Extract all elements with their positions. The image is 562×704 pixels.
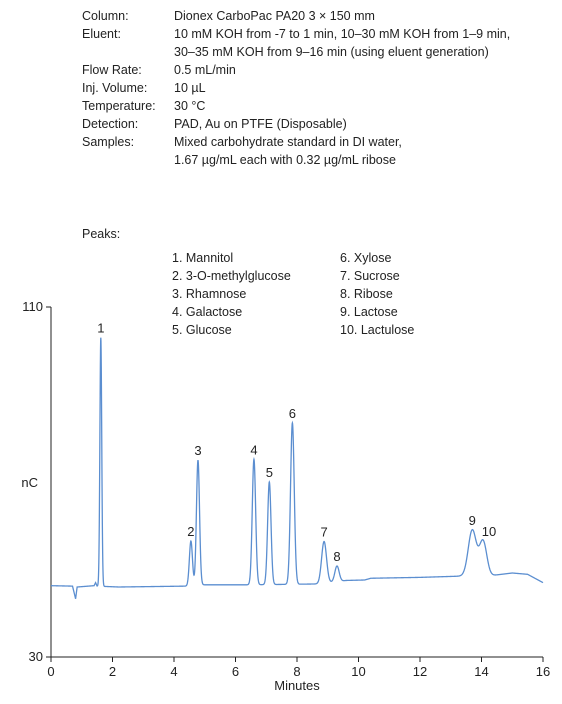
y-tick-label: 110 <box>22 299 43 314</box>
condition-row: Temperature: 30 °C <box>82 97 510 115</box>
condition-label: Samples: <box>82 135 135 149</box>
x-tick-label: 10 <box>351 664 365 679</box>
condition-label: Flow Rate: <box>82 63 142 77</box>
peak-name: 4. Galactose <box>172 305 243 319</box>
peak-name: 8. Ribose <box>340 287 393 301</box>
condition-row: Samples: Mixed carbohydrate standard in D… <box>82 133 510 151</box>
condition-value: PAD, Au on PTFE (Disposable) <box>174 117 347 131</box>
x-tick-label: 8 <box>293 664 300 679</box>
x-tick-label: 4 <box>170 664 177 679</box>
condition-row: Inj. Volume: 10 µL <box>82 79 510 97</box>
peak-name: 1. Mannitol <box>172 251 234 265</box>
peak-number-label: 2 <box>187 524 194 539</box>
peak-name: 5. Glucose <box>172 323 232 337</box>
peak-number-label: 4 <box>250 442 257 457</box>
peak-number-label: 3 <box>194 443 201 458</box>
condition-row: Detection: PAD, Au on PTFE (Disposable) <box>82 115 510 133</box>
condition-label: Detection: <box>82 117 139 131</box>
condition-value: Dionex CarboPac PA20 3 × 150 mm <box>174 9 375 23</box>
condition-label: Eluent: <box>82 27 121 41</box>
peaks-heading: Peaks: <box>82 227 121 241</box>
peak-number-label: 5 <box>266 465 273 480</box>
peak-name: 10. Lactulose <box>340 323 415 337</box>
condition-label: Inj. Volume: <box>82 81 148 95</box>
condition-row: Flow Rate: 0.5 mL/min <box>82 61 510 79</box>
condition-row: Column: Dionex CarboPac PA20 3 × 150 mm <box>82 7 510 25</box>
peak-number-label: 1 <box>97 321 104 336</box>
condition-value: Mixed carbohydrate standard in DI water, <box>174 135 402 149</box>
condition-row: 1.67 µg/mL each with 0.32 µg/mL ribose <box>82 151 510 169</box>
conditions-table: Column: Dionex CarboPac PA20 3 × 150 mm El… <box>82 7 510 169</box>
x-tick-label: 16 <box>536 664 550 679</box>
peak-name: 9. Lactose <box>340 305 398 319</box>
condition-label: Temperature: <box>82 99 156 113</box>
peak-list: 1. Mannitol 2. 3-O-methylglucose 3. Rhamno… <box>172 249 450 339</box>
condition-value: 30–35 mM KOH from 9–16 min (using eluent… <box>174 45 489 59</box>
peak-number-label: 6 <box>289 406 296 421</box>
condition-value: 30 °C <box>174 99 206 113</box>
condition-label: Column: <box>82 9 129 23</box>
peak-labels: 1 2 3 45 6 78 9 10 <box>97 321 496 564</box>
chromatogram-trace <box>51 337 544 599</box>
y-axis-label: nC <box>21 475 38 490</box>
condition-value: 1.67 µg/mL each with 0.32 µg/mL ribose <box>174 153 396 167</box>
condition-value: 0.5 mL/min <box>174 63 236 77</box>
condition-value: 10 µL <box>174 81 206 95</box>
condition-value: 10 mM KOH from -7 to 1 min, 10–30 mM KOH… <box>174 27 511 41</box>
peak-name: 6. Xylose <box>340 251 392 265</box>
x-tick-label: 12 <box>413 664 427 679</box>
peak-number-label: 8 <box>333 549 340 564</box>
y-tick-label: 30 <box>29 649 43 664</box>
peak-number-label: 7 <box>320 525 327 540</box>
x-tick-label: 14 <box>474 664 488 679</box>
peak-number-label: 9 <box>469 513 476 528</box>
x-tick-label: 6 <box>232 664 239 679</box>
peak-name: 2. 3-O-methylglucose <box>172 269 291 283</box>
peak-name: 7. Sucrose <box>340 269 400 283</box>
x-axis-label: Minutes <box>274 678 320 693</box>
condition-row: Eluent: 10 mM KOH from -7 to 1 min, 10–30… <box>82 25 510 43</box>
condition-row: 30–35 mM KOH from 9–16 min (using eluent… <box>82 43 510 61</box>
x-tick-label: 0 <box>47 664 54 679</box>
peak-number-label: 10 <box>482 524 496 539</box>
x-tick-label: 2 <box>109 664 116 679</box>
peak-name: 3. Rhamnose <box>172 287 247 301</box>
